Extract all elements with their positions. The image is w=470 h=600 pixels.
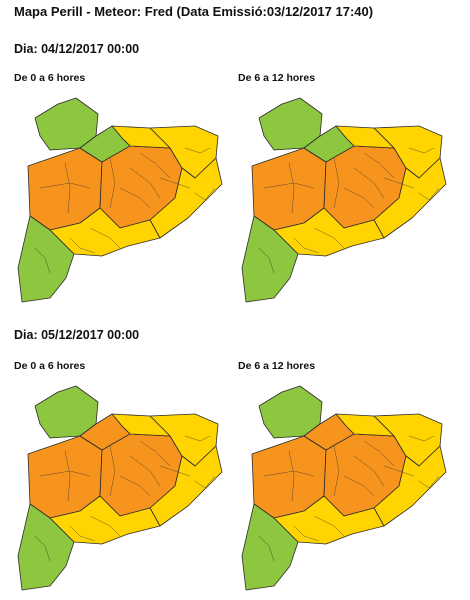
catalonia-map-svg (241, 97, 447, 303)
map-zone-coast (149, 445, 223, 527)
county-border-5 (139, 152, 171, 179)
county-border-2 (64, 450, 71, 502)
map-zone-ebre (241, 503, 299, 591)
county-border-6 (119, 475, 151, 497)
map-zone-coast (373, 157, 447, 239)
map-zone-nw2 (303, 413, 355, 451)
catalonia-map-svg (17, 97, 223, 303)
county-border-12 (194, 475, 216, 489)
county-border-11 (258, 247, 275, 274)
map-zone-nw2 (79, 413, 131, 451)
county-border-3 (109, 157, 116, 209)
hazard-map-day2-0-6 (10, 376, 230, 596)
county-border-11 (34, 247, 51, 274)
county-border-4 (129, 455, 161, 487)
county-border-1 (39, 182, 91, 189)
map-zone-south (49, 207, 161, 257)
county-border-10 (293, 237, 320, 254)
county-border-9 (184, 435, 211, 442)
map-zone-coast (373, 445, 447, 527)
map-zone-ebre (241, 215, 299, 303)
county-border-7 (89, 227, 121, 249)
county-border-4 (353, 455, 385, 487)
map-zone-ebre (17, 215, 75, 303)
county-border-8 (383, 177, 415, 189)
county-border-5 (139, 440, 171, 467)
map-zone-nw2 (303, 125, 355, 163)
county-border-3 (333, 157, 340, 209)
county-border-5 (363, 152, 395, 179)
catalonia-map-svg (241, 385, 447, 591)
hazard-map-day1-0-6 (10, 88, 230, 308)
county-border-9 (408, 147, 435, 154)
county-border-1 (263, 182, 315, 189)
map-zone-coast (149, 157, 223, 239)
period-label-1-2: De 6 a 12 hores (238, 72, 316, 84)
map-zone-ebre (17, 503, 75, 591)
hazard-map-day1-6-12 (234, 88, 454, 308)
county-border-1 (263, 470, 315, 477)
county-border-12 (418, 187, 440, 201)
county-border-8 (383, 465, 415, 477)
map-zone-south (49, 495, 161, 545)
county-border-5 (363, 440, 395, 467)
county-border-7 (313, 515, 345, 537)
county-border-1 (39, 470, 91, 477)
county-border-8 (159, 465, 191, 477)
county-border-3 (333, 445, 340, 497)
county-border-6 (343, 187, 375, 209)
county-border-2 (288, 162, 295, 214)
county-border-10 (293, 525, 320, 542)
period-label-1-1: De 0 a 6 hores (14, 72, 86, 84)
county-border-2 (64, 162, 71, 214)
page-title: Mapa Perill - Meteor: Fred (Data Emissió… (14, 4, 374, 19)
catalonia-map-svg (17, 385, 223, 591)
hazard-map-day2-6-12 (234, 376, 454, 596)
county-border-12 (194, 187, 216, 201)
period-label-2-1: De 0 a 6 hores (14, 360, 86, 372)
county-border-3 (109, 445, 116, 497)
map-zone-nw2 (79, 125, 131, 163)
county-border-6 (119, 187, 151, 209)
county-border-7 (313, 227, 345, 249)
county-border-4 (129, 167, 161, 199)
county-border-8 (159, 177, 191, 189)
day-heading-1: Dia: 04/12/2017 00:00 (14, 42, 140, 56)
period-label-2-2: De 6 a 12 hores (238, 360, 316, 372)
county-border-12 (418, 475, 440, 489)
county-border-9 (184, 147, 211, 154)
county-border-6 (343, 475, 375, 497)
county-border-7 (89, 515, 121, 537)
county-border-2 (288, 450, 295, 502)
county-border-11 (34, 535, 51, 562)
county-border-4 (353, 167, 385, 199)
map-zone-south (273, 207, 385, 257)
county-border-10 (69, 237, 96, 254)
day-heading-2: Dia: 05/12/2017 00:00 (14, 328, 140, 342)
county-border-9 (408, 435, 435, 442)
map-zone-south (273, 495, 385, 545)
county-border-10 (69, 525, 96, 542)
county-border-11 (258, 535, 275, 562)
